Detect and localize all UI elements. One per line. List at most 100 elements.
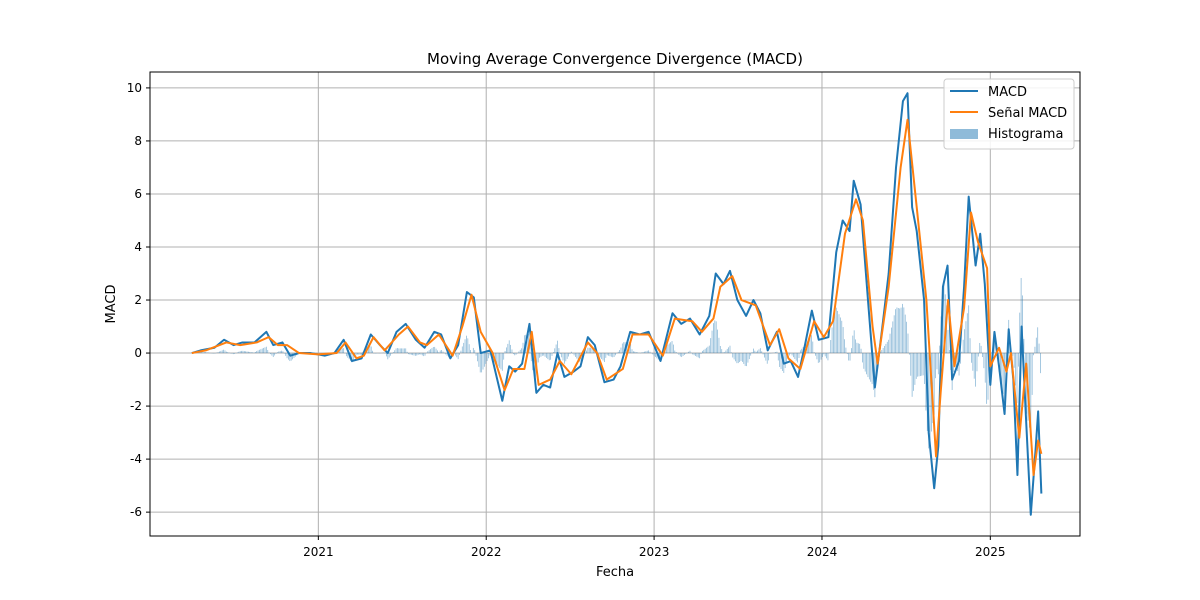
histogram-bar: [902, 303, 903, 354]
histogram-bar: [464, 339, 466, 354]
histogram-bar: [815, 353, 816, 356]
histogram-bar: [259, 349, 260, 354]
legend-histogram-label: Histograma: [988, 127, 1063, 142]
histogram-bar: [541, 353, 543, 356]
histogram-bar: [399, 348, 401, 354]
histogram-bar: [289, 353, 291, 362]
histogram-bar: [482, 353, 484, 370]
histogram-bar: [718, 337, 720, 354]
histogram-bar: [867, 353, 869, 378]
histogram-bar: [430, 349, 431, 354]
histogram-bar: [515, 353, 517, 355]
histogram-bar: [972, 353, 974, 371]
histogram-bar: [275, 353, 277, 354]
histogram-bar: [500, 353, 502, 370]
y-tick-label: -6: [130, 505, 142, 519]
histogram-bar: [510, 344, 511, 354]
histogram-bar: [1031, 353, 1033, 395]
histogram-bar: [242, 350, 244, 354]
histogram-bar: [819, 353, 821, 363]
histogram-bar: [264, 347, 266, 354]
histogram-bar: [606, 353, 608, 356]
histogram-bar: [844, 339, 845, 354]
histogram-bar: [855, 339, 856, 354]
histogram-bar: [392, 352, 394, 354]
histogram-bar: [881, 350, 883, 354]
histogram-bar: [758, 349, 760, 354]
histogram-bar: [701, 350, 703, 354]
histogram-bar: [1038, 343, 1040, 354]
histogram-bar: [935, 353, 936, 379]
histogram-bar: [252, 352, 253, 354]
histogram-bar: [728, 347, 730, 354]
histogram-bar: [554, 348, 556, 354]
histogram-bar: [417, 353, 419, 355]
histogram-bar: [893, 315, 895, 354]
histogram-bar: [979, 342, 981, 354]
histogram-bar: [479, 353, 481, 373]
histogram-bar: [911, 353, 913, 397]
histogram-bar: [908, 353, 910, 355]
histogram-bar: [249, 351, 251, 354]
histogram-bar: [910, 353, 912, 376]
histogram-bar: [900, 307, 902, 354]
histogram-bar: [633, 351, 634, 354]
histogram-bar: [437, 350, 438, 354]
histogram-bar: [357, 353, 358, 355]
histogram-bar: [826, 353, 827, 359]
histogram-bar: [947, 329, 949, 354]
histogram-bar: [265, 346, 267, 354]
histogram-bar: [862, 353, 863, 363]
histogram-bar: [882, 348, 884, 354]
histogram-bar: [441, 350, 442, 354]
histogram-bar: [776, 351, 778, 354]
histogram-bar: [913, 353, 914, 391]
histogram-bar: [1034, 346, 1036, 354]
histogram-bar: [695, 353, 696, 356]
histogram-bar: [1029, 353, 1030, 428]
histogram-bar: [889, 333, 891, 354]
histogram-bar: [634, 351, 636, 354]
histogram-bar: [615, 353, 616, 356]
histogram-bar: [340, 348, 342, 354]
histogram-bar: [984, 353, 986, 383]
histogram-bar: [481, 353, 483, 373]
histogram-bar: [256, 351, 258, 354]
histogram-bar: [373, 353, 375, 354]
histogram-bar: [241, 350, 242, 354]
histogram-bar: [412, 353, 414, 356]
legend: MACD Señal MACD Histograma: [943, 78, 1075, 150]
histogram-bar: [689, 350, 691, 354]
histogram-bar: [717, 329, 718, 354]
histogram-bar: [359, 353, 361, 355]
histogram-bar: [966, 313, 968, 354]
histogram-bar: [445, 353, 447, 355]
histogram-bar: [724, 352, 725, 354]
histogram-bar: [737, 353, 739, 364]
histogram-bar: [937, 353, 939, 375]
histogram-bars: [191, 277, 1041, 449]
histogram-bar: [409, 353, 411, 355]
histogram-bar: [656, 353, 658, 359]
histogram-bar: [227, 352, 229, 354]
histogram-bar: [696, 353, 698, 357]
histogram-bar: [414, 353, 416, 356]
histogram-bar: [559, 353, 561, 355]
histogram-bar: [853, 330, 855, 354]
histogram-bar: [602, 353, 604, 361]
histogram-bar: [1017, 353, 1019, 367]
histogram-bar: [816, 353, 818, 360]
histogram-bar: [839, 317, 841, 354]
histogram-bar: [238, 351, 240, 354]
histogram-bar: [205, 352, 207, 354]
histogram-bar: [562, 353, 564, 361]
histogram-bar: [1035, 337, 1037, 354]
histogram-bar: [713, 323, 714, 354]
histogram-bar: [980, 345, 982, 354]
histogram-bar: [729, 345, 731, 354]
histogram-bar: [539, 353, 540, 358]
histogram-bar: [888, 339, 890, 354]
histogram-bar: [477, 353, 478, 362]
histogram-bar: [521, 348, 523, 354]
